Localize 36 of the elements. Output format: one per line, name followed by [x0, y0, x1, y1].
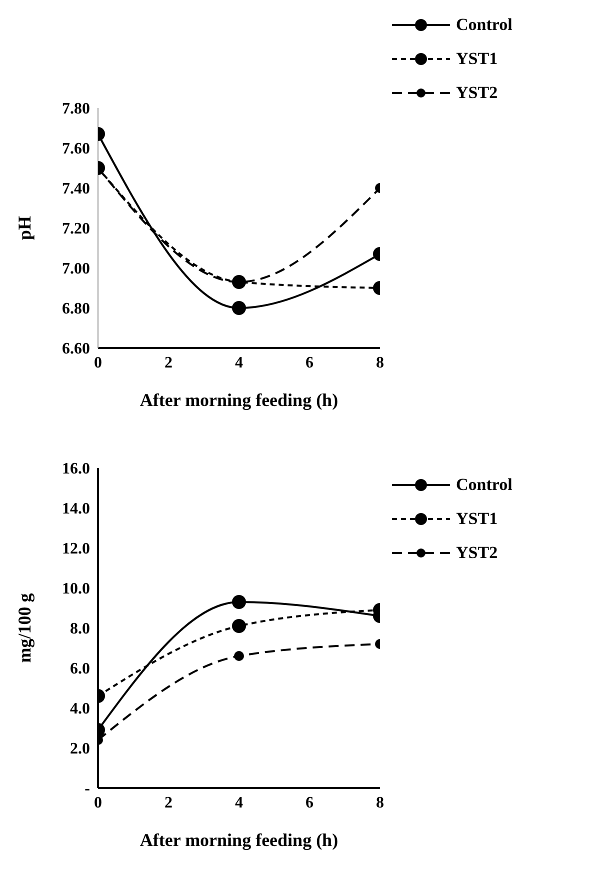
y-axis-title: pH: [14, 216, 34, 240]
legend-label: Control: [456, 15, 512, 35]
y-tick-label: 7.00: [62, 260, 90, 278]
x-tick-label: 2: [164, 794, 172, 812]
x-tick-label: 2: [164, 354, 172, 372]
x-tick-label: 6: [306, 794, 314, 812]
y-tick-label: 2.0: [70, 740, 90, 758]
y-tick-label: 7.20: [62, 220, 90, 238]
y-tick-label: 16.0: [62, 460, 90, 478]
legend-label: YST1: [456, 509, 498, 529]
y-tick-label: 6.80: [62, 300, 90, 318]
x-tick-label: 0: [94, 794, 102, 812]
y-tick-label: 8.0: [70, 620, 90, 638]
x-axis-title: After morning feeding (h): [140, 830, 338, 850]
y-tick-label: 7.40: [62, 180, 90, 198]
x-tick-label: 4: [235, 354, 243, 372]
legend-label: Control: [456, 475, 512, 495]
y-tick-label: -: [84, 780, 90, 798]
x-tick-label: 0: [94, 354, 102, 372]
y-tick-label: 7.60: [62, 140, 90, 158]
y-tick-label: 10.0: [62, 580, 90, 598]
y-axis-title: mg/100 g: [14, 593, 34, 663]
y-tick-label: 4.0: [70, 700, 90, 718]
y-tick-label: 12.0: [62, 540, 90, 558]
y-tick-label: 6.0: [70, 660, 90, 678]
x-tick-label: 8: [376, 794, 384, 812]
x-axis-title: After morning feeding (h): [140, 390, 338, 410]
legend-label: YST2: [456, 83, 498, 103]
y-tick-label: 6.60: [62, 340, 90, 358]
x-tick-label: 4: [235, 794, 243, 812]
y-tick-label: 7.80: [62, 100, 90, 118]
x-tick-label: 6: [306, 354, 314, 372]
x-tick-label: 8: [376, 354, 384, 372]
legend-label: YST2: [456, 543, 498, 563]
legend-label: YST1: [456, 49, 498, 69]
y-tick-label: 14.0: [62, 500, 90, 518]
